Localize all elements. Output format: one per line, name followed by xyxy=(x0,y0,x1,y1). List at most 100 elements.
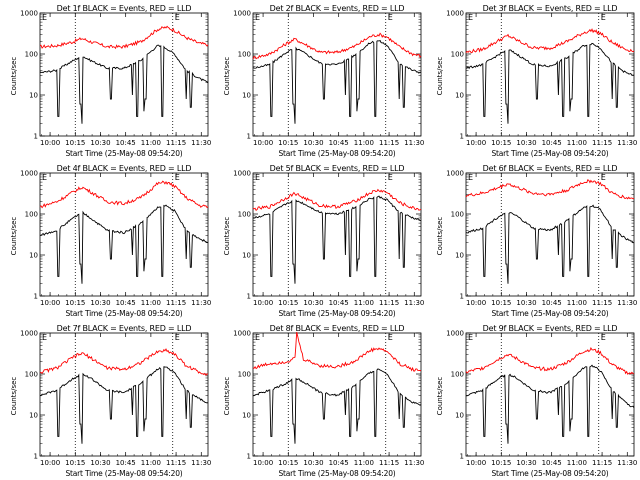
y-tick-label: 1 xyxy=(34,453,38,461)
x-tick-label: 10:00 xyxy=(253,459,273,467)
x-tick-label: 10:45 xyxy=(542,459,562,467)
x-axis-title: Start Time (25-May-08 09:54:20) xyxy=(491,469,609,478)
y-tick-label: 100 xyxy=(238,51,251,59)
marker-e-label: E xyxy=(468,333,473,342)
x-tick-label: 10:30 xyxy=(516,299,536,307)
marker-e-label: E xyxy=(42,173,47,182)
x-tick-label: 11:00 xyxy=(141,459,161,467)
chart-plot: 1 10 100 1000 10:00 10:15 10:30 10:45 11:00 11:15… xyxy=(446,170,637,308)
series-events-black xyxy=(39,44,209,124)
series-lld-red xyxy=(252,188,422,211)
marker-e-label: E xyxy=(388,13,393,22)
x-tick-label: 11:15 xyxy=(592,459,612,467)
plot-frame xyxy=(39,332,209,457)
x-tick-label: 11:15 xyxy=(592,299,612,307)
marker-e-label: E xyxy=(255,333,260,342)
chart-plot: 1 10 100 1000 10:00 10:15 10:30 10:45 11:00 11:15… xyxy=(233,330,424,468)
x-tick-label: 11:30 xyxy=(617,299,637,307)
marker-e-label: E xyxy=(175,333,180,342)
series-lld-red xyxy=(39,25,209,50)
panel-title: Det 8f BLACK = Events, RED = LLD xyxy=(269,324,405,333)
y-tick-label: 1000 xyxy=(446,170,464,178)
plot-frame xyxy=(465,332,635,457)
x-tick-label: 11:00 xyxy=(354,299,374,307)
plot-frame xyxy=(252,172,422,297)
detector-panel: 1 10 100 1000 10:00 10:15 10:30 10:45 11:00 11:15… xyxy=(426,320,639,480)
y-tick-label: 100 xyxy=(451,371,464,379)
y-tick-label: 100 xyxy=(25,51,38,59)
x-tick-label: 10:00 xyxy=(466,459,486,467)
panel-title: Det 1f BLACK = Events, RED = LLD xyxy=(56,4,192,13)
series-lld-red xyxy=(465,179,635,200)
y-tick-label: 10 xyxy=(455,412,464,420)
x-tick-label: 10:30 xyxy=(90,299,110,307)
x-tick-label: 10:00 xyxy=(253,139,273,147)
marker-e-label: E xyxy=(255,173,260,182)
y-tick-label: 100 xyxy=(451,211,464,219)
chart-plot: 1 10 100 1000 10:00 10:15 10:30 10:45 11:00 11:15… xyxy=(446,330,637,468)
series-events-black xyxy=(253,368,422,444)
series-lld-red xyxy=(465,347,635,375)
chart-plot: 1 10 100 1000 10:00 10:15 10:30 10:45 11:00 11:15… xyxy=(20,330,211,468)
marker-e-label: E xyxy=(175,173,180,182)
marker-e-label: E xyxy=(601,333,606,342)
panel-title: Det 5f BLACK = Events, RED = LLD xyxy=(269,164,405,173)
x-tick-label: 10:15 xyxy=(65,459,85,467)
x-tick-label: 10:00 xyxy=(40,299,60,307)
plot-frame xyxy=(39,12,209,137)
y-tick-label: 10 xyxy=(455,252,464,260)
x-tick-label: 10:15 xyxy=(491,299,511,307)
detector-panel: 1 10 100 1000 10:00 10:15 10:30 10:45 11:00 11:15… xyxy=(213,320,426,480)
x-tick-label: 11:15 xyxy=(166,299,186,307)
series-events-black xyxy=(39,204,209,284)
x-tick-label: 10:45 xyxy=(116,139,136,147)
series-events-black xyxy=(252,195,421,284)
y-axis-title: Counts/sec xyxy=(223,56,231,96)
marker-e-label: E xyxy=(388,173,393,182)
plot-frame xyxy=(465,12,635,137)
x-tick-label: 11:00 xyxy=(567,139,587,147)
x-tick-label: 11:00 xyxy=(141,299,161,307)
x-tick-label: 11:30 xyxy=(404,299,424,307)
x-axis-title: Start Time (25-May-08 09:54:20) xyxy=(278,469,396,478)
x-tick-label: 10:45 xyxy=(329,459,349,467)
detector-panel: 1 10 100 1000 10:00 10:15 10:30 10:45 11:00 11:15… xyxy=(0,160,213,320)
y-tick-label: 100 xyxy=(25,371,38,379)
x-tick-label: 11:15 xyxy=(166,459,186,467)
y-tick-label: 100 xyxy=(451,51,464,59)
y-tick-label: 100 xyxy=(238,371,251,379)
y-tick-label: 10 xyxy=(242,252,251,260)
marker-e-label: E xyxy=(388,333,393,342)
x-tick-label: 10:15 xyxy=(65,139,85,147)
series-events-black xyxy=(466,364,635,444)
panel-title: Det 4f BLACK = Events, RED = LLD xyxy=(56,164,192,173)
y-tick-label: 100 xyxy=(25,211,38,219)
y-axis-title: Counts/sec xyxy=(436,56,444,96)
y-tick-label: 1 xyxy=(247,133,251,141)
x-tick-label: 11:15 xyxy=(166,139,186,147)
x-tick-label: 11:30 xyxy=(191,139,211,147)
series-lld-red xyxy=(465,28,635,54)
x-tick-label: 10:45 xyxy=(542,299,562,307)
y-axis-title: Counts/sec xyxy=(10,56,18,96)
detector-panel: 1 10 100 1000 10:00 10:15 10:30 10:45 11:00 11:15… xyxy=(426,0,639,160)
x-tick-label: 11:00 xyxy=(354,139,374,147)
x-tick-label: 10:00 xyxy=(466,299,486,307)
series-events-black xyxy=(465,204,634,284)
x-tick-label: 11:15 xyxy=(592,139,612,147)
x-tick-label: 11:30 xyxy=(617,459,637,467)
chart-plot: 1 10 100 1000 10:00 10:15 10:30 10:45 11:00 11:15… xyxy=(20,170,211,308)
x-tick-label: 10:00 xyxy=(466,139,486,147)
x-tick-label: 10:30 xyxy=(90,459,110,467)
marker-e-label: E xyxy=(468,173,473,182)
marker-e-label: E xyxy=(175,13,180,22)
x-tick-label: 10:45 xyxy=(116,459,136,467)
x-tick-label: 10:30 xyxy=(516,139,536,147)
marker-e-label: E xyxy=(42,333,47,342)
x-tick-label: 11:30 xyxy=(617,139,637,147)
plot-frame xyxy=(252,12,422,137)
panel-title: Det 7f BLACK = Events, RED = LLD xyxy=(56,324,192,333)
panel-title: Det 2f BLACK = Events, RED = LLD xyxy=(269,4,405,13)
x-axis-title: Start Time (25-May-08 09:54:20) xyxy=(65,469,183,478)
